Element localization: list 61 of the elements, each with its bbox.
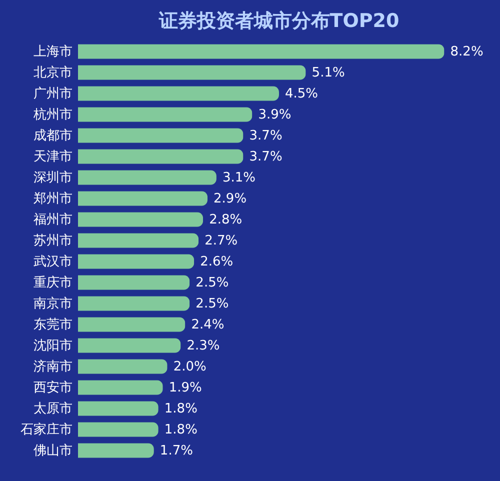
bar	[78, 254, 194, 269]
data-label: 3.7%	[249, 128, 282, 144]
data-label: 1.9%	[168, 380, 202, 396]
y-tick-label: 南京市	[34, 296, 72, 312]
data-label: 1.8%	[164, 402, 198, 416]
y-tick-label: 北京市	[34, 66, 72, 80]
bar	[78, 233, 199, 248]
data-label: 1.7%	[160, 444, 193, 458]
data-label: 2.8%	[209, 212, 242, 228]
data-label: 8.2%	[450, 44, 484, 60]
data-label: 3.7%	[249, 150, 282, 164]
data-label: 5.1%	[312, 66, 345, 80]
data-label: 2.4%	[191, 318, 224, 332]
y-tick-label: 西安市	[34, 380, 72, 396]
data-label: 2.5%	[196, 296, 229, 312]
bar	[78, 212, 204, 227]
bar	[78, 170, 216, 185]
y-tick-label: 成都市	[34, 128, 72, 144]
y-tick-label: 沈阳市	[34, 338, 72, 354]
bar	[78, 275, 190, 290]
bar	[78, 359, 168, 374]
data-label: 3.9%	[258, 108, 292, 122]
bar	[78, 44, 444, 59]
y-tick-label: 上海市	[34, 44, 72, 60]
data-label: 2.0%	[173, 360, 206, 374]
bar	[78, 380, 163, 395]
y-tick-label: 武汉市	[34, 254, 72, 270]
y-tick-label: 福州市	[34, 212, 72, 228]
y-tick-label: 石家庄市	[20, 422, 72, 438]
data-label: 2.7%	[204, 234, 238, 248]
chart-title: 证券投资者城市分布TOP20	[158, 10, 400, 32]
bar	[78, 317, 186, 332]
bar	[78, 107, 252, 122]
y-tick-label: 天津市	[34, 150, 72, 164]
y-tick-label: 重庆市	[34, 276, 72, 290]
data-label: 3.1%	[222, 170, 256, 186]
y-tick-label: 杭州市	[32, 108, 72, 122]
y-tick-label: 太原市	[34, 402, 72, 416]
bar	[78, 128, 244, 143]
data-label: 2.5%	[196, 276, 229, 290]
y-tick-label: 广州市	[34, 86, 72, 102]
bar	[78, 401, 158, 416]
bar	[78, 443, 154, 458]
bar	[78, 422, 158, 437]
y-tick-label: 佛山市	[34, 444, 72, 458]
data-label: 4.5%	[285, 86, 318, 102]
bar	[78, 86, 279, 101]
data-label: 2.3%	[186, 338, 220, 354]
data-label: 2.9%	[214, 192, 247, 206]
data-label: 1.8%	[164, 422, 198, 438]
data-label: 2.6%	[200, 254, 234, 270]
y-tick-label: 苏州市	[34, 234, 72, 248]
bar	[78, 296, 190, 311]
y-tick-label: 深圳市	[34, 170, 72, 186]
y-tick-label: 东莞市	[34, 318, 72, 332]
bar	[78, 191, 208, 206]
bar	[78, 65, 306, 80]
bar	[78, 149, 244, 164]
y-tick-label: 郑州市	[34, 192, 72, 206]
bar	[78, 338, 181, 353]
y-tick-label: 济南市	[34, 360, 72, 374]
